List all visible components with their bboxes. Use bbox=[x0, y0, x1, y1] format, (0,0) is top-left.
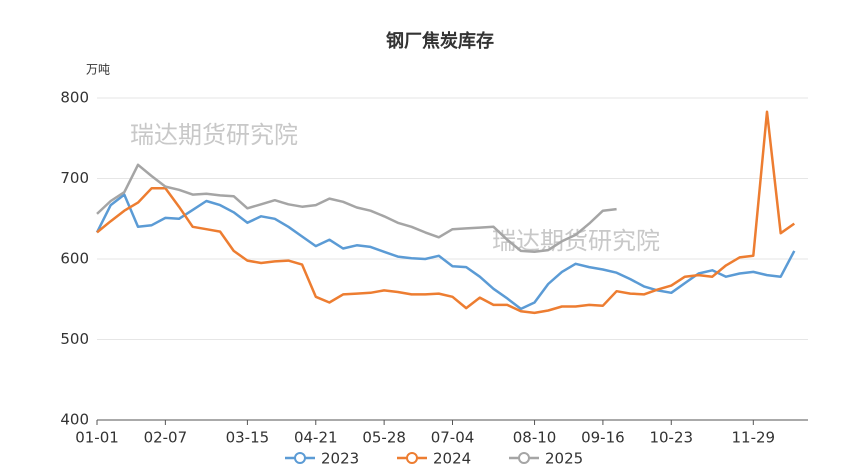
y-unit: 万吨 bbox=[86, 63, 110, 77]
series-line bbox=[97, 195, 794, 309]
x-tick-label: 05-28 bbox=[362, 429, 406, 447]
chart-title: 钢厂焦炭库存 bbox=[386, 30, 494, 52]
y-tick-label: 600 bbox=[60, 250, 89, 268]
x-tick-label: 07-04 bbox=[431, 429, 475, 447]
legend-label: 2025 bbox=[545, 450, 583, 468]
x-tick-label: 08-10 bbox=[513, 429, 557, 447]
watermark: 瑞达期货研究院 bbox=[492, 227, 660, 255]
legend-label: 2024 bbox=[433, 450, 471, 468]
x-tick-label: 02-07 bbox=[144, 429, 188, 447]
y-tick-label: 800 bbox=[60, 89, 89, 107]
legend-marker bbox=[519, 453, 529, 463]
y-tick-label: 700 bbox=[60, 169, 89, 187]
watermark: 瑞达期货研究院 bbox=[130, 121, 298, 149]
legend-marker bbox=[407, 453, 417, 463]
legend-marker bbox=[295, 453, 305, 463]
x-tick-label: 11-29 bbox=[732, 429, 776, 447]
legend-label: 2023 bbox=[321, 450, 359, 468]
x-tick-label: 03-15 bbox=[226, 429, 270, 447]
x-tick-label: 09-16 bbox=[581, 429, 625, 447]
x-tick-label: 01-01 bbox=[75, 429, 119, 447]
y-tick-label: 400 bbox=[60, 411, 89, 429]
x-tick-label: 04-21 bbox=[294, 429, 338, 447]
x-tick-label: 10-23 bbox=[649, 429, 693, 447]
y-tick-label: 500 bbox=[60, 330, 89, 348]
